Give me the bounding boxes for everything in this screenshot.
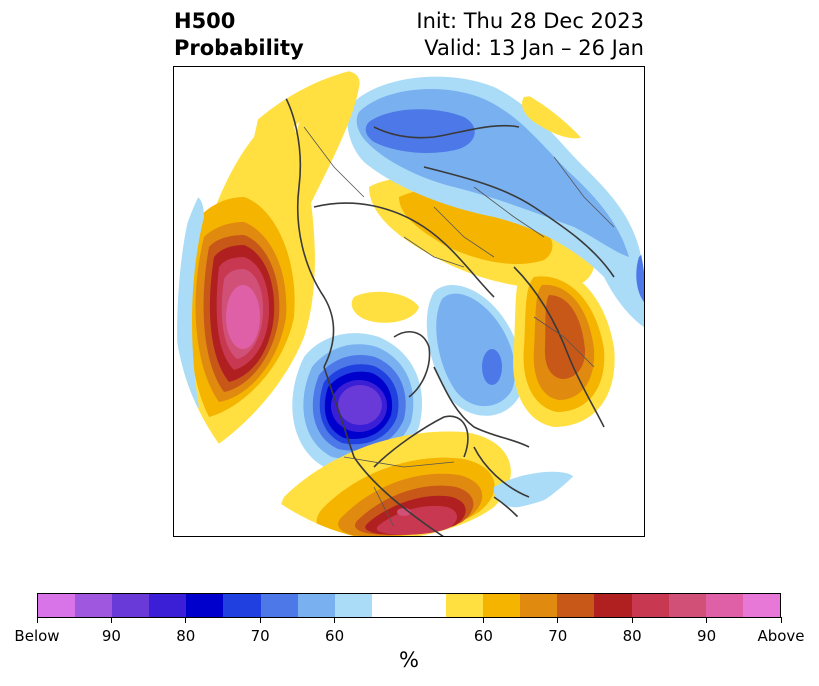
- map-svg: [174, 67, 644, 536]
- country-borders: [303, 126, 615, 528]
- polar-below-anomaly: [426, 284, 523, 416]
- eastern-us-above-anomaly: [280, 431, 511, 536]
- colorbar-segment: [334, 594, 372, 617]
- probability-map: [173, 66, 645, 537]
- colorbar-segment: [260, 594, 298, 617]
- colorbar-tick: [334, 617, 336, 623]
- colorbar-segment: [705, 594, 743, 617]
- init-date-label: Init: Thu 28 Dec 2023: [416, 9, 644, 33]
- colorbar-ticks: [36, 617, 782, 625]
- colorbar-segment: [112, 594, 150, 617]
- colorbar-tick-label: Below: [14, 627, 60, 645]
- colorbar-tick-label: 70: [548, 627, 568, 645]
- colorbar-unit-label: %: [399, 648, 419, 672]
- colorbar-segment: [186, 594, 224, 617]
- colorbar-segment: [557, 594, 595, 617]
- colorbar-tick: [631, 617, 633, 623]
- colorbar-tick-label: 90: [697, 627, 717, 645]
- colorbar-segment: [742, 594, 780, 617]
- colorbar-tick-label: Above: [757, 627, 805, 645]
- colorbar-segment: [594, 594, 632, 617]
- colorbar-segment: [75, 594, 113, 617]
- colorbar-tick: [482, 617, 484, 623]
- colorbar: [37, 593, 781, 618]
- colorbar-segment: [668, 594, 706, 617]
- colorbar-tick: [706, 617, 708, 623]
- siberia-below-anomaly: [347, 76, 644, 327]
- pacific-above-anomaly: [183, 67, 350, 447]
- colorbar-tick: [36, 617, 38, 623]
- colorbar-tick-label: 70: [250, 627, 270, 645]
- atlantic-below-patch: [493, 471, 574, 508]
- colorbar-segment: [149, 594, 187, 617]
- west-below-fringe: [177, 196, 204, 409]
- colorbar-tick: [780, 617, 782, 623]
- colorbar-tick: [185, 617, 187, 623]
- colorbar-segment: [408, 594, 447, 617]
- colorbar-tick: [259, 617, 261, 623]
- colorbar-tick: [110, 617, 112, 623]
- colorbar-segment: [223, 594, 261, 617]
- colorbar-tick-label: 80: [176, 627, 196, 645]
- colorbar-segment: [38, 594, 76, 617]
- northeast-asia-yellow-patch: [522, 96, 584, 139]
- title-block-left: H500 Probability: [174, 8, 304, 62]
- valid-range-label: Valid: 13 Jan – 26 Jan: [424, 36, 644, 60]
- title-block-right: Init: Thu 28 Dec 2023 Valid: 13 Jan – 26…: [416, 8, 644, 62]
- colorbar-segment: [446, 594, 484, 617]
- colorbar-tick-label: 90: [101, 627, 121, 645]
- colorbar-tick-label: 80: [622, 627, 642, 645]
- colorbar-tick-label: 60: [325, 627, 345, 645]
- colorbar-segment: [297, 594, 335, 617]
- colorbar-tick-label: 60: [473, 627, 493, 645]
- colorbar-segment: [483, 594, 521, 617]
- coastlines: [278, 86, 615, 536]
- colorbar-segment: [371, 594, 409, 617]
- colorbar-segment: [520, 594, 558, 617]
- colorbar-tick: [557, 617, 559, 623]
- colorbar-segment: [631, 594, 669, 617]
- arctic-yellow-patch: [351, 291, 419, 323]
- title-field-type: Probability: [174, 36, 304, 60]
- title-variable: H500: [174, 9, 236, 33]
